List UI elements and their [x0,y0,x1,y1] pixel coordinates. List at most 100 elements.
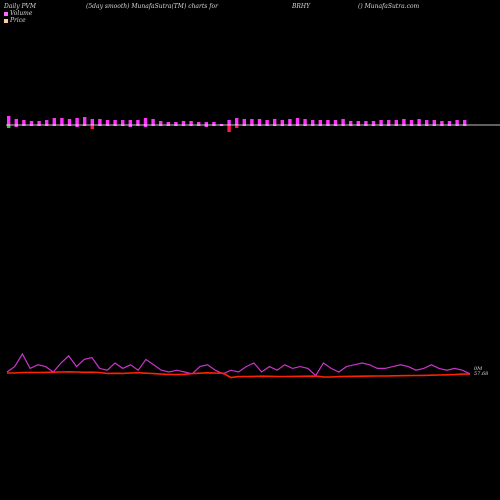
volume-bar-down [166,125,170,126]
volume-bar-down [288,125,292,126]
volume-bar-up [75,118,79,125]
volume-bar-up [159,121,163,125]
volume-bar-up [333,120,338,125]
legend-price-label: Price [10,17,26,24]
volume-bar-down [189,125,193,126]
volume-bar-down [45,125,49,126]
volume-bar-up [121,120,125,125]
volume-bar-up [455,120,459,125]
volume-bar-down [14,125,18,127]
volume-bar-down [280,125,284,126]
volume-bar-down [333,125,338,126]
volume-bar-down [257,125,262,126]
volume-bar-down [83,125,87,126]
volume-bar-down [181,125,186,126]
volume-bar-up [22,120,26,125]
volume-bar-up [105,120,110,125]
volume-bar-up [219,124,224,125]
volume-bar-up [326,120,330,125]
volume-bar-up [341,119,345,125]
volume-bar-up [463,120,467,125]
volume-bar-up [166,122,170,125]
volume-bar-up [67,119,72,125]
volume-line [6,352,471,377]
volume-bar-up [90,119,94,125]
volume-bar-down [105,125,110,126]
volume-bar-up [257,119,262,125]
volume-bar-down [379,125,383,126]
volume-bar-up [379,120,383,125]
volume-bar-down [303,125,307,126]
volume-bar-down [143,125,148,127]
volume-bar-up [394,120,398,125]
pvm-lines [6,352,471,379]
end-label-volume: 0M [474,366,483,372]
volume-bar-up [311,120,315,125]
volume-bar-down [364,125,368,126]
volume-bar-up [440,121,444,125]
volume-bar-down [447,125,452,126]
volume-bar-down [235,125,239,128]
volume-bar-down [22,125,26,126]
volume-bar-up [98,119,102,125]
volume-bar-down [356,125,360,126]
volume-bar-down [425,125,429,126]
volume-bar-up [113,120,117,125]
volume-bar-up [349,121,353,125]
volume-bar-up [402,119,406,125]
legend-volume-swatch [4,11,8,16]
volume-bar-down [273,125,277,126]
volume-bar-down [212,125,216,126]
volume-bar-up [273,119,277,125]
volume-bar-up [128,120,132,125]
volume-bar-up [197,122,201,125]
volume-bar-down [197,125,201,126]
volume-bar-up [7,116,11,125]
volume-bar-up [204,122,208,125]
volume-bar-down [341,125,345,126]
chart-title-smooth: (5day smooth) MunafaSutra(TM) charts for [86,3,218,10]
volume-bar-down [387,125,391,126]
volume-bar-down [204,125,208,127]
volume-bar-down [371,125,376,126]
volume-bar-down [151,125,155,126]
volume-bar-up [181,121,186,125]
volume-bar-down [402,125,406,126]
volume-bar-up [174,122,178,125]
volume-bar-down [67,125,72,126]
volume-bar-down [463,125,467,126]
legend-volume: Volume [4,10,32,17]
legend-volume-label: Volume [10,10,33,17]
volume-bar-up [242,119,246,125]
volume-bar-down [417,125,421,126]
volume-bar-down [318,125,322,126]
volume-bar-down [394,125,398,126]
volume-bar-down [242,125,246,126]
volume-bar-down [75,125,79,127]
volume-bar-up [303,119,307,125]
volume-bar-down [121,125,125,126]
volume-bar-up [136,120,140,125]
volume-bar-up [371,121,376,125]
chart-title-left: Daily PVM [4,3,37,10]
legend-price-swatch [4,18,8,23]
volume-bar-down [250,125,254,126]
volume-bars [7,116,467,132]
volume-bar-up [318,120,322,125]
volume-bar-down [326,125,330,126]
volume-bar-up [45,120,49,125]
volume-bar-up [280,120,284,125]
volume-bar-down [29,125,34,126]
volume-bar-down [136,125,140,126]
chart-symbol: BRHY [292,3,311,10]
volume-bar-up [409,120,414,125]
volume-bar-down [311,125,315,126]
chart-site: () MunafaSutra.com [358,3,420,10]
volume-bar-down [128,125,132,127]
volume-bar-down [7,125,11,128]
volume-bar-up [288,119,292,125]
volume-bar-down [37,125,41,126]
volume-bar-up [37,121,41,125]
volume-bar-up [60,118,64,125]
